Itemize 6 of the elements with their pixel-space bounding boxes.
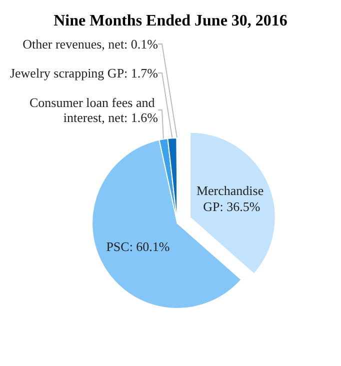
slice-label: Jewelry scrapping GP: 1.7% (10, 66, 158, 80)
slice-label: Consumer loan fees and interest, net: 1.6% (29, 95, 158, 125)
chart-title: Nine Months Ended June 30, 2016 (54, 12, 288, 30)
slice-label: Other revenues, net: 0.1% (22, 36, 158, 52)
slice-label: PSC: 60.1% (106, 238, 170, 254)
slice-label: Merchandise GP: 36.5% (196, 183, 267, 214)
